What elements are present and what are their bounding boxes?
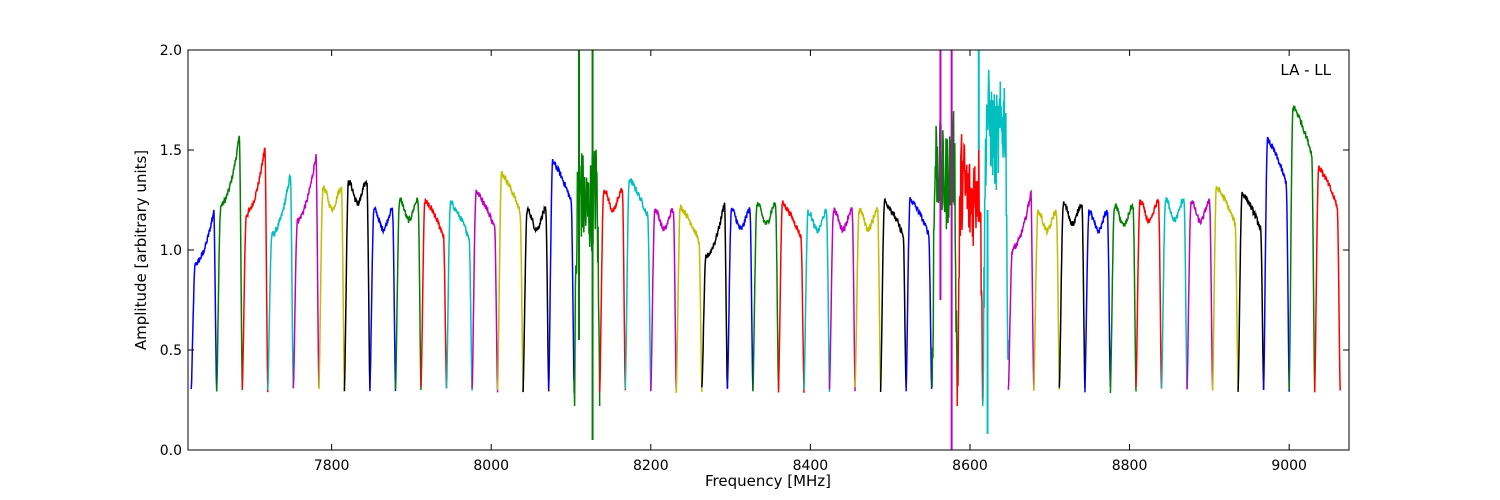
channel-27-line [854,206,882,390]
channel-4-line [267,173,295,391]
channel-6-line [318,185,346,392]
channel-21-line [701,202,729,389]
plot-area-background [188,50,1349,450]
channel-23-line [752,201,780,392]
channel-28-line [879,197,907,393]
channel-39-line [1160,197,1188,390]
channel-1-line [190,209,218,392]
x-tick-label: 8400 [793,458,829,474]
y-tick-label: 1.5 [160,143,182,159]
channel-17-line [598,187,627,393]
channel-36-line [1084,209,1112,393]
series-layer [190,50,1341,450]
channel-29-line [905,197,933,392]
x-tick-label: 9000 [1271,458,1307,474]
channel-7-line [343,179,371,392]
channel-10-line [420,198,448,389]
channel-25-line [803,207,831,393]
channel-45-line [1313,165,1341,393]
channel-5-line [292,154,320,389]
x-tick-label: 8000 [473,458,509,474]
channel-37-line [1109,202,1137,394]
channel-8-line [369,205,397,392]
channel-22-line [726,207,754,391]
y-axis-ticks: 0.0 0.5 1.0 1.5 2.0 [160,43,1349,459]
y-axis-label: Amplitude [arbitrary units] [132,150,150,350]
y-tick-label: 2.0 [160,43,182,59]
y-tick-label: 0.5 [160,343,182,359]
channel-34-line [1033,209,1061,391]
channel-18-line [624,177,652,392]
x-axis-ticks: 7800 8000 8200 8400 8600 8800 9000 [314,50,1307,474]
channel-26-line [828,206,856,392]
channel-32-line [981,69,1010,407]
channel-38-line [1135,198,1163,389]
channel-13-line [496,170,524,392]
channel-41-line [1211,185,1239,391]
channel-9-line [394,197,422,391]
x-tick-label: 8800 [1112,458,1148,474]
x-axis-label: Frequency [MHz] [705,472,831,490]
chart-annotation: LA - LL [1280,61,1331,79]
channel-30-line [931,111,958,395]
channel-19-line [650,207,678,393]
channel-2-line [215,135,244,392]
x-tick-label: 7800 [314,458,350,474]
y-tick-label: 1.0 [160,243,182,259]
y-tick-label: 0.0 [160,443,182,459]
x-tick-label: 8600 [952,458,988,474]
channel-11-line [445,199,473,391]
channel-20-line [675,204,703,393]
channel-3-line [241,147,269,393]
channel-15-line [547,159,575,393]
channel-40-line [1186,198,1214,390]
x-tick-label: 8200 [633,458,669,474]
channel-14-line [522,205,550,393]
channel-44-line [1288,105,1316,391]
channel-31-line [956,134,984,407]
channel-33-line [1007,189,1035,391]
channel-24-line [777,200,805,393]
channel-42-line [1237,191,1265,392]
channel-12-line [471,189,499,393]
channel-43-line [1262,136,1290,392]
channel-35-line [1058,201,1086,389]
